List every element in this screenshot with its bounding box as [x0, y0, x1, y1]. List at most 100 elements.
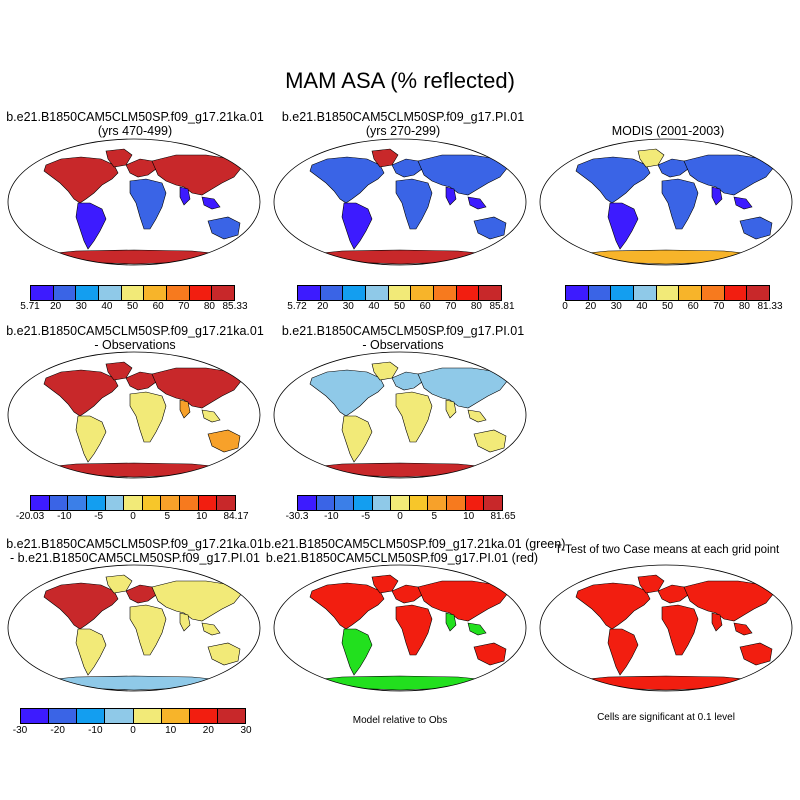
continent-india [445, 399, 457, 419]
panel-title-line2: (yrs 270-299) [365, 124, 441, 138]
colorbar-tick-label: -30 [12, 725, 28, 736]
continent-antarctica [35, 462, 233, 478]
panel-title-line1: b.e21.B1850CAM5CLM50SP.f09_g17.21ka.01 [6, 324, 264, 338]
colorbar-swatch [105, 496, 125, 510]
colorbar-swatch [566, 286, 589, 300]
continent-europe [657, 584, 689, 604]
colorbar-swatch [456, 286, 480, 300]
colorbar-tick-label: 80 [203, 301, 215, 312]
colorbar-tick-label: 80 [738, 301, 750, 312]
colorbar-tick-label: 80 [470, 301, 482, 312]
colorbar-labels-r3c1: -30 -20 -10 0 10 20 30 [13, 725, 252, 739]
colorbar-swatch [217, 496, 236, 510]
continent-africa [129, 391, 167, 443]
colorbar-tick-label: 0 [130, 511, 136, 522]
continent-northAmerica [575, 582, 651, 630]
continent-southAmerica [341, 628, 373, 676]
continent-antarctica [35, 249, 233, 265]
colorbar-swatch [144, 286, 168, 300]
continent-southAmerica [607, 202, 639, 250]
continent-africa [129, 604, 167, 656]
map-panel-r1c2 [272, 137, 528, 267]
continent-india [445, 612, 457, 632]
colorbar-swatch [320, 286, 344, 300]
continent-northAmerica [309, 582, 385, 630]
colorbar-swatch [335, 496, 354, 510]
colorbar-swatch [161, 496, 181, 510]
continent-northAmerica [575, 156, 651, 204]
colorbar-swatch [21, 709, 50, 723]
colorbar-swatch [121, 286, 145, 300]
continent-europe [125, 158, 157, 178]
continent-asia [417, 154, 509, 196]
continent-africa [129, 178, 167, 230]
continent-india [179, 399, 191, 419]
continent-india [711, 186, 723, 206]
continent-asia [151, 580, 243, 622]
continent-australia [207, 216, 241, 240]
continent-antarctica [567, 675, 765, 691]
colorbar-labels-r1c3: 0 20 30 40 50 60 70 80 81.33 [562, 301, 782, 315]
continent-seAsia [733, 196, 753, 210]
colorbar-tick-label: 60 [419, 301, 431, 312]
colorbar-swatch [298, 496, 317, 510]
continent-seAsia [201, 196, 221, 210]
colorbar-r2c2 [297, 495, 503, 511]
colorbar-swatch [447, 496, 466, 510]
map-panel-r3c3 [538, 563, 794, 693]
colorbar-swatch [161, 709, 190, 723]
colorbar-tick-label: -10 [88, 725, 103, 736]
colorbar-tick-label: 20 [585, 301, 597, 312]
panel-title-line1: b.e21.B1850CAM5CLM50SP.f09_g17.21ka.01 [6, 110, 264, 124]
colorbar-swatch [167, 286, 190, 300]
colorbar-labels-r1c1: 5.71 20 30 40 50 60 70 80 85.33 [20, 301, 247, 315]
colorbar-swatch [679, 286, 703, 300]
colorbar-tick-label: 5.72 [287, 301, 307, 312]
continent-southAmerica [607, 628, 639, 676]
colorbar-swatch [411, 286, 435, 300]
colorbar-swatch [133, 709, 162, 723]
map-panel-r3c1 [6, 563, 262, 693]
continent-australia [739, 216, 773, 240]
panel-title-line2: - b.e21.B1850CAM5CLM50SP.f09_g17.PI.01 [10, 551, 260, 565]
colorbar-swatch [31, 496, 50, 510]
colorbar-swatch [656, 286, 680, 300]
colorbar-swatch [68, 496, 87, 510]
panel-title-line1: b.e21.B1850CAM5CLM50SP.f09_g17.21ka.01 (… [264, 537, 566, 551]
map-frame [7, 138, 261, 266]
continent-southAmerica [341, 415, 373, 463]
continent-northAmerica [43, 156, 119, 204]
colorbar-tick-label: 70 [713, 301, 725, 312]
colorbar-tick-label: 20 [50, 301, 62, 312]
colorbar-swatch [99, 286, 122, 300]
colorbar-swatch [316, 496, 336, 510]
colorbar-swatch [142, 496, 162, 510]
map-panel-r2c2 [272, 350, 528, 480]
colorbar-swatch [189, 286, 213, 300]
panel-title-r1c3: MODIS (2001-2003) [536, 124, 800, 138]
note-significance: Cells are significant at 0.1 level [597, 712, 735, 723]
continent-southAmerica [75, 202, 107, 250]
colorbar-swatch [611, 286, 635, 300]
panel-title-r3c3: T-Test of two Case means at each grid po… [534, 543, 800, 557]
colorbar-tick-label: 50 [393, 301, 406, 312]
continent-seAsia [201, 409, 221, 423]
continent-seAsia [201, 622, 221, 636]
colorbar-tick-label: 0 [397, 511, 403, 522]
continent-northAmerica [43, 582, 119, 630]
panel-title-r3c2: b.e21.B1850CAM5CLM50SP.f09_g17.21ka.01 (… [264, 537, 566, 565]
colorbar-tick-label: 10 [463, 511, 475, 522]
panel-title-line1: T-Test of two Case means at each grid po… [554, 544, 780, 556]
colorbar-tick-label: 60 [152, 301, 164, 312]
continent-europe [657, 158, 689, 178]
continent-asia [683, 580, 775, 622]
colorbar-tick-label: 30 [75, 301, 87, 312]
continent-australia [207, 429, 241, 453]
colorbar-tick-label: 40 [636, 301, 648, 312]
colorbar-tick-label: 70 [178, 301, 190, 312]
continent-seAsia [733, 622, 753, 636]
colorbar-tick-label: 5 [164, 511, 171, 522]
continent-australia [473, 429, 507, 453]
colorbar-r1c2 [297, 285, 502, 301]
map-frame [7, 564, 261, 692]
